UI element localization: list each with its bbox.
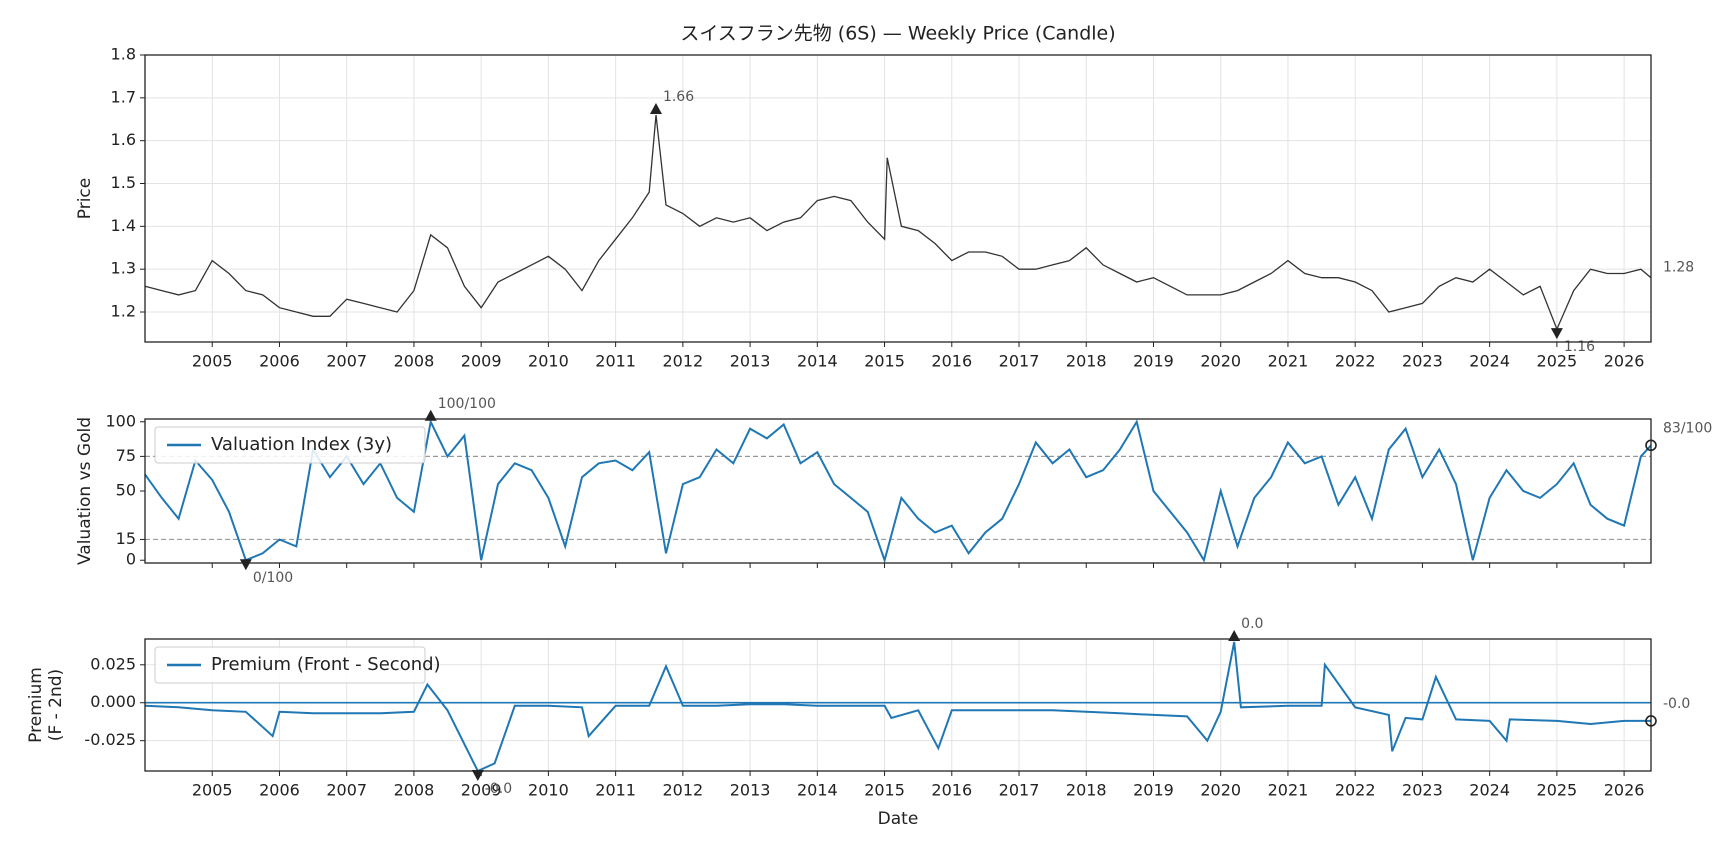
x-tick-label: 2022 (1335, 781, 1376, 800)
x-tick-label: 2012 (662, 781, 703, 800)
y-axis-label: Valuation vs Gold (75, 417, 95, 565)
x-tick-label: 2022 (1335, 352, 1376, 371)
legend: Valuation Index (3y) (154, 426, 426, 464)
y-tick-label: 75 (116, 446, 136, 465)
y-tick-label: 1.8 (111, 45, 136, 64)
x-tick-label: 2015 (864, 352, 905, 371)
annotation: 83/100 (1663, 420, 1712, 436)
x-tick-label: 2018 (1066, 781, 1107, 800)
annotation: 100/100 (438, 396, 496, 412)
marker (471, 770, 484, 781)
annotation: 0/100 (253, 570, 293, 586)
annotation: -0.0 (485, 781, 512, 797)
y-axis-label: (F - 2nd) (46, 669, 66, 741)
y-tick-label: 1.6 (111, 130, 136, 149)
x-tick-label: 2010 (528, 352, 569, 371)
x-tick-label: 2006 (259, 352, 300, 371)
legend-label: Premium (Front - Second) (211, 654, 441, 675)
marker (1228, 630, 1241, 642)
x-tick-label: 2025 (1537, 781, 1578, 800)
y-axis-label: Price (75, 178, 95, 219)
x-tick-label: 2007 (326, 781, 367, 800)
y-tick-label: 1.7 (111, 87, 136, 106)
y-tick-label: 15 (116, 529, 136, 548)
x-tick-label: 2011 (595, 781, 636, 800)
y-tick-label: 1.5 (111, 173, 136, 192)
series-line (144, 418, 1652, 564)
y-tick-label: 0 (126, 550, 136, 569)
series-line (144, 641, 1651, 773)
x-tick-label: 2017 (999, 352, 1040, 371)
x-tick-label: 2016 (931, 781, 972, 800)
x-tick-label: 2026 (1604, 352, 1645, 371)
x-tick-label: 2020 (1200, 781, 1241, 800)
y-tick-label: 0.025 (90, 654, 136, 673)
x-tick-label: 2026 (1604, 781, 1645, 800)
y-tick-label: 50 (116, 481, 136, 500)
chart-title: スイスフラン先物 (6S) — Weekly Price (Candle) (680, 23, 1115, 45)
x-tick-label: 2023 (1402, 352, 1443, 371)
legend-label: Valuation Index (3y) (211, 434, 392, 455)
x-tick-label: 2005 (192, 352, 233, 371)
y-tick-label: -0.025 (84, 730, 136, 749)
marker (649, 102, 662, 114)
x-tick-label: 2016 (931, 352, 972, 371)
annotation: 1.16 (1564, 339, 1595, 355)
x-tick-label: 2011 (595, 352, 636, 371)
y-tick-label: 100 (105, 411, 136, 430)
x-tick-label: 2020 (1200, 352, 1241, 371)
plot-frame (144, 54, 1652, 343)
marker (424, 409, 437, 421)
y-tick-label: 1.3 (111, 259, 136, 278)
marker (239, 559, 252, 571)
x-tick-label: 2014 (797, 352, 838, 371)
x-tick-label: 2012 (662, 352, 703, 371)
x-axis-label: Date (878, 809, 919, 829)
x-tick-label: 2019 (1133, 781, 1174, 800)
marker (1550, 328, 1563, 340)
y-tick-label: 1.2 (111, 302, 136, 321)
x-tick-label: 2013 (730, 781, 771, 800)
x-tick-label: 2010 (528, 781, 569, 800)
x-tick-label: 2008 (394, 781, 435, 800)
x-tick-label: 2023 (1402, 781, 1443, 800)
x-tick-label: 2006 (259, 781, 300, 800)
x-tick-label: 2014 (797, 781, 838, 800)
legend-box (154, 646, 426, 684)
x-tick-label: 2024 (1469, 352, 1510, 371)
annotation: -0.0 (1663, 696, 1690, 712)
x-tick-label: 2009 (461, 781, 502, 800)
annotation: 1.28 (1663, 260, 1694, 276)
x-tick-label: 2017 (999, 781, 1040, 800)
x-tick-label: 2021 (1268, 781, 1309, 800)
legend-box (154, 426, 426, 464)
plot-frame (144, 418, 1652, 564)
y-tick-label: 1.4 (111, 216, 136, 235)
x-tick-label: 2008 (394, 352, 435, 371)
y-tick-label: 0.000 (90, 692, 136, 711)
x-tick-label: 2021 (1268, 352, 1309, 371)
x-tick-label: 2009 (461, 352, 502, 371)
legend: Premium (Front - Second) (154, 646, 441, 684)
x-tick-label: 2024 (1469, 781, 1510, 800)
y-axis-label: Premium (26, 667, 46, 743)
x-tick-label: 2025 (1537, 352, 1578, 371)
annotation: 0.0 (1241, 616, 1263, 632)
annotation: 1.66 (663, 89, 694, 105)
x-tick-label: 2015 (864, 781, 905, 800)
x-tick-label: 2005 (192, 781, 233, 800)
price-line (144, 114, 1652, 331)
x-tick-label: 2007 (326, 352, 367, 371)
x-tick-label: 2013 (730, 352, 771, 371)
x-tick-label: 2018 (1066, 352, 1107, 371)
x-tick-label: 2019 (1133, 352, 1174, 371)
plot-frame (144, 638, 1652, 772)
